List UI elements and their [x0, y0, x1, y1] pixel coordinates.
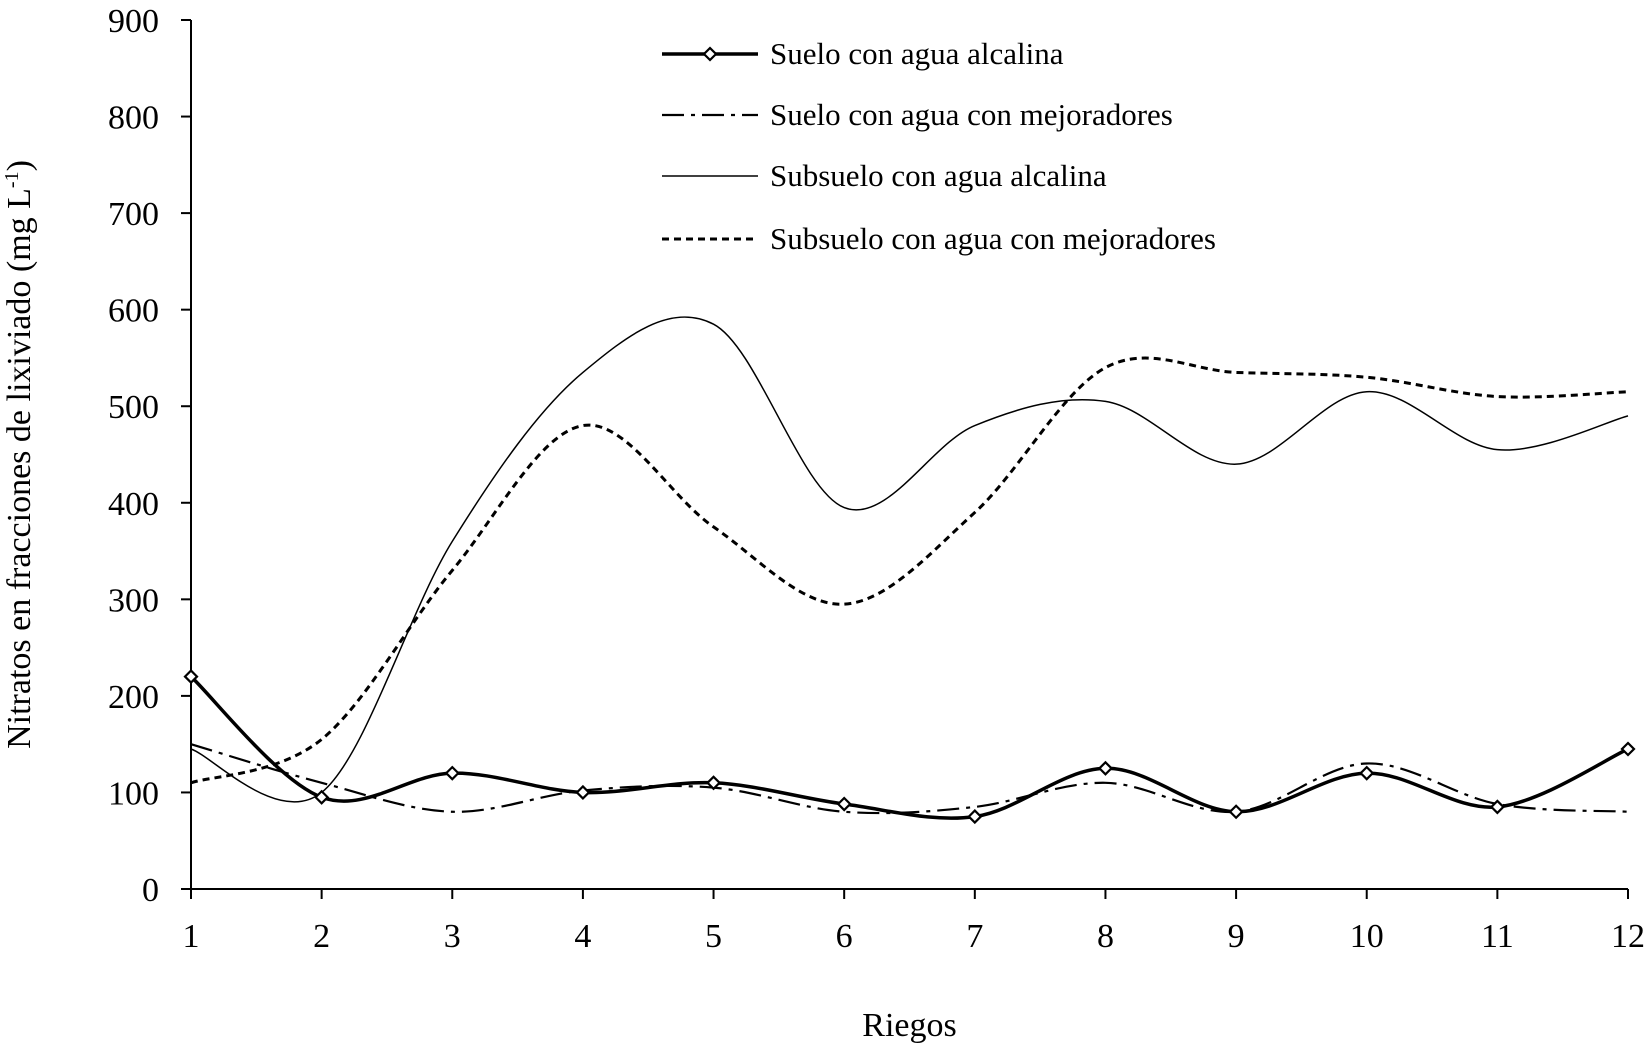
data-point-marker	[967, 809, 983, 825]
x-tick-label: 1	[183, 918, 200, 955]
series-layer	[183, 316, 1636, 825]
data-point-marker	[575, 784, 591, 801]
series-line	[190, 316, 1629, 803]
legend-label: Suelo con agua alcalina	[770, 36, 1064, 71]
legend-item: Subsuelo con agua alcalina	[662, 158, 1107, 193]
y-ticks: 0 100 200 300 400 500 600 700 800 900	[108, 3, 191, 909]
y-axis-title: Nitratos en fracciones de lixiviado (mg …	[1, 160, 38, 749]
data-point-marker	[1489, 799, 1505, 815]
x-ticks: 1 2 3 4 5 6 7 8 9 10 11 12	[183, 889, 1645, 955]
legend-item: Suelo con agua con mejoradores	[662, 97, 1173, 132]
x-tick-label: 2	[313, 918, 330, 955]
legend-label: Subsuelo con agua con mejoradores	[770, 221, 1216, 256]
y-axis-title-close: )	[1, 160, 38, 171]
legend: Suelo con agua alcalina Suelo con agua co…	[662, 36, 1216, 256]
y-tick-label: 200	[108, 679, 159, 716]
y-tick-label: 500	[108, 389, 159, 426]
x-tick-label: 7	[966, 918, 983, 955]
data-point-marker	[705, 775, 722, 791]
x-tick-label: 6	[836, 918, 853, 955]
data-point-marker	[1097, 760, 1114, 776]
series-line	[190, 356, 1629, 785]
y-tick-label: 600	[108, 293, 159, 330]
y-tick-label: 300	[108, 582, 159, 619]
data-point-marker	[1359, 765, 1375, 781]
y-tick-label: 900	[108, 3, 159, 40]
y-axis-title-superscript: -1	[1, 171, 23, 188]
y-tick-label: 100	[108, 775, 159, 812]
legend-item: Suelo con agua alcalina	[662, 36, 1064, 71]
data-point-marker	[314, 789, 330, 805]
data-point-marker	[1620, 741, 1636, 757]
x-tick-label: 12	[1611, 918, 1645, 955]
y-tick-label: 400	[108, 486, 159, 523]
y-axis-title-main: Nitratos en fracciones de lixiviado (mg …	[1, 188, 38, 749]
legend-item: Subsuelo con agua con mejoradores	[662, 221, 1216, 256]
x-tick-label: 5	[705, 918, 722, 955]
series-3	[190, 316, 1629, 803]
y-tick-label: 700	[108, 196, 159, 233]
y-tick-label: 0	[142, 872, 159, 909]
x-tick-label: 11	[1481, 918, 1514, 955]
x-tick-label: 4	[574, 918, 591, 955]
legend-marker	[702, 46, 718, 62]
x-tick-label: 3	[444, 918, 461, 955]
legend-label: Subsuelo con agua alcalina	[770, 158, 1107, 193]
x-tick-label: 8	[1097, 918, 1114, 955]
series-line	[190, 743, 1629, 815]
data-point-marker	[444, 765, 460, 781]
series-1	[183, 669, 1636, 825]
series-4	[190, 356, 1629, 785]
legend-label: Suelo con agua con mejoradores	[770, 97, 1173, 132]
x-axis-title: Riegos	[862, 1007, 956, 1044]
x-tick-label: 9	[1228, 918, 1245, 955]
data-point-marker	[1228, 804, 1244, 820]
series-line	[189, 675, 1629, 820]
data-point-marker	[183, 669, 199, 685]
data-point-marker	[836, 796, 852, 812]
y-tick-label: 800	[108, 100, 159, 137]
x-tick-label: 10	[1350, 918, 1384, 955]
series-2	[190, 743, 1629, 815]
